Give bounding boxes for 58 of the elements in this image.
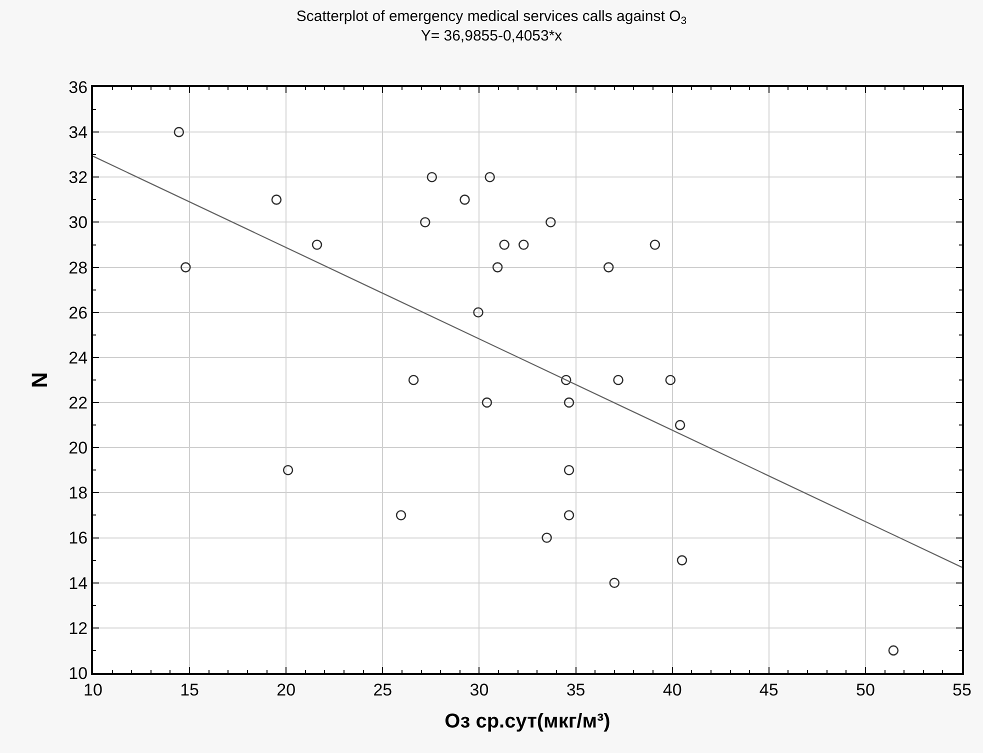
x-tick-label: 25 bbox=[373, 680, 392, 700]
x-tick-label: 40 bbox=[662, 680, 682, 700]
point bbox=[460, 194, 470, 205]
y-tick-label: 14 bbox=[68, 574, 88, 593]
y-tick-label: 16 bbox=[68, 528, 88, 548]
point bbox=[408, 374, 419, 386]
point bbox=[546, 217, 556, 228]
point bbox=[665, 374, 676, 386]
point bbox=[542, 532, 552, 543]
point bbox=[564, 465, 574, 476]
point bbox=[426, 172, 438, 182]
point bbox=[674, 420, 686, 430]
point bbox=[484, 172, 495, 182]
y-tick-label: 22 bbox=[68, 393, 88, 412]
point bbox=[482, 397, 492, 408]
point bbox=[676, 555, 688, 566]
point bbox=[564, 397, 574, 408]
point bbox=[282, 465, 294, 476]
point bbox=[518, 240, 529, 250]
point bbox=[564, 510, 574, 520]
x-tick-label: 20 bbox=[276, 680, 296, 700]
y-tick-label: 20 bbox=[68, 438, 88, 458]
point bbox=[174, 126, 184, 138]
point bbox=[420, 217, 430, 228]
y-tick-label: 30 bbox=[68, 213, 88, 232]
point bbox=[560, 374, 572, 386]
point bbox=[312, 240, 322, 250]
x-tick-label: 30 bbox=[470, 680, 489, 700]
point bbox=[492, 262, 503, 272]
x-tick-label: 35 bbox=[566, 680, 586, 700]
y-tick-label: 32 bbox=[68, 168, 88, 188]
y-tick-label: 26 bbox=[68, 303, 88, 322]
point bbox=[650, 240, 660, 250]
point bbox=[609, 578, 620, 588]
point bbox=[603, 262, 614, 272]
x-tick-label: 45 bbox=[759, 680, 778, 700]
y-tick-label: 34 bbox=[68, 123, 88, 142]
point bbox=[473, 307, 484, 318]
y-tick-label: 28 bbox=[68, 258, 88, 278]
point bbox=[180, 262, 191, 272]
chart-subtitle: Y= 36,9855-0,4053*x bbox=[420, 28, 563, 45]
y-tick-label: 18 bbox=[68, 484, 88, 503]
y-tick-label: 36 bbox=[68, 78, 88, 97]
x-axis-title: Оз ср.сут(мкг/м³) bbox=[444, 710, 610, 732]
point bbox=[396, 510, 406, 520]
point bbox=[499, 240, 510, 250]
y-tick-label: 12 bbox=[68, 618, 88, 638]
y-axis-title: N bbox=[26, 372, 52, 388]
x-tick-label: 50 bbox=[856, 680, 875, 700]
point bbox=[271, 194, 282, 205]
point bbox=[888, 645, 899, 656]
x-tick-label: 15 bbox=[180, 680, 200, 700]
x-tick-label: 55 bbox=[952, 680, 972, 700]
point bbox=[613, 374, 624, 386]
chart-title: Scatterplot of emergency medical services calls against O$_{3}$ bbox=[296, 8, 687, 28]
x-tick-label: 10 bbox=[84, 680, 102, 700]
y-tick-label: 24 bbox=[68, 348, 88, 368]
y-tick-label: 10 bbox=[68, 664, 88, 683]
